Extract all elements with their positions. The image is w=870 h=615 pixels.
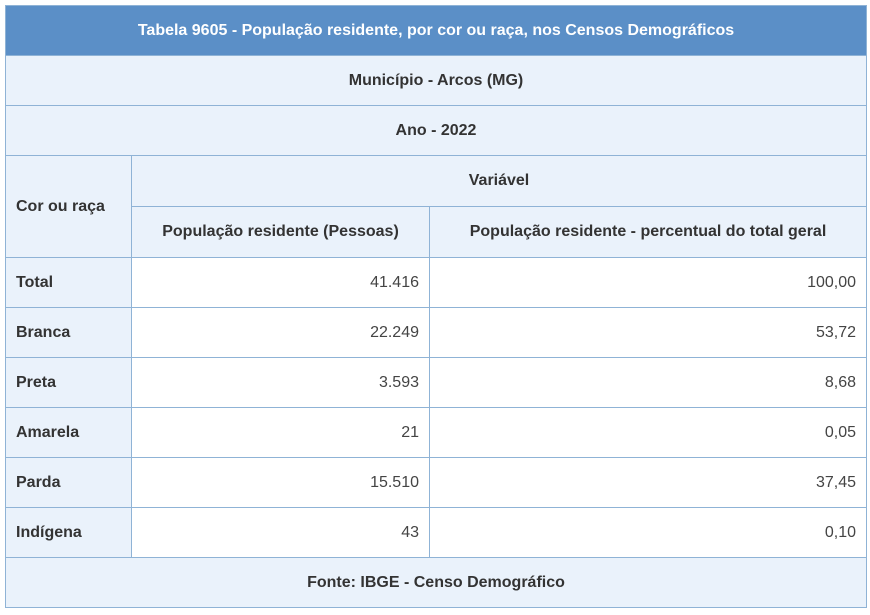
column-header-pessoas: População residente (Pessoas): [131, 206, 430, 258]
table-row: Total 41.416 100,00: [5, 257, 867, 308]
header-row-2: População residente (Pessoas) População …: [6, 206, 867, 258]
percentual-cell: 0,10: [429, 507, 867, 558]
column-header-percentual: População residente - percentual do tota…: [429, 206, 867, 258]
municipio-row: Município - Arcos (MG): [5, 55, 867, 106]
percentual-cell: 53,72: [429, 307, 867, 358]
pessoas-cell: 15.510: [131, 457, 430, 508]
pessoas-cell: 22.249: [131, 307, 430, 358]
row-header-cor-ou-raca: Cor ou raça: [5, 155, 132, 258]
percentual-cell: 37,45: [429, 457, 867, 508]
pessoas-cell: 3.593: [131, 357, 430, 408]
row-label: Indígena: [5, 507, 132, 558]
table-row: Parda 15.510 37,45: [5, 457, 867, 508]
row-label: Parda: [5, 457, 132, 508]
percentual-cell: 0,05: [429, 407, 867, 458]
table-row: Amarela 21 0,05: [5, 407, 867, 458]
table-row: Branca 22.249 53,72: [5, 307, 867, 358]
percentual-cell: 100,00: [429, 257, 867, 308]
table-title: Tabela 9605 - População residente, por c…: [5, 5, 867, 56]
census-table: Tabela 9605 - População residente, por c…: [5, 5, 867, 608]
table-row: Indígena 43 0,10: [5, 507, 867, 558]
variable-header: Variável: [131, 155, 867, 207]
footer-row: Fonte: IBGE - Censo Demográfico: [5, 557, 867, 608]
ano-row: Ano - 2022: [5, 105, 867, 156]
municipio-label: Município - Arcos (MG): [5, 55, 867, 106]
pessoas-cell: 43: [131, 507, 430, 558]
row-label: Preta: [5, 357, 132, 408]
ano-label: Ano - 2022: [5, 105, 867, 156]
row-label: Amarela: [5, 407, 132, 458]
pessoas-cell: 41.416: [131, 257, 430, 308]
source-note: Fonte: IBGE - Censo Demográfico: [5, 557, 867, 608]
row-label: Branca: [5, 307, 132, 358]
title-row: Tabela 9605 - População residente, por c…: [5, 5, 867, 56]
pessoas-cell: 21: [131, 407, 430, 458]
header-row-1: Cor ou raça Variável: [5, 155, 867, 258]
row-label: Total: [5, 257, 132, 308]
percentual-cell: 8,68: [429, 357, 867, 408]
table-row: Preta 3.593 8,68: [5, 357, 867, 408]
